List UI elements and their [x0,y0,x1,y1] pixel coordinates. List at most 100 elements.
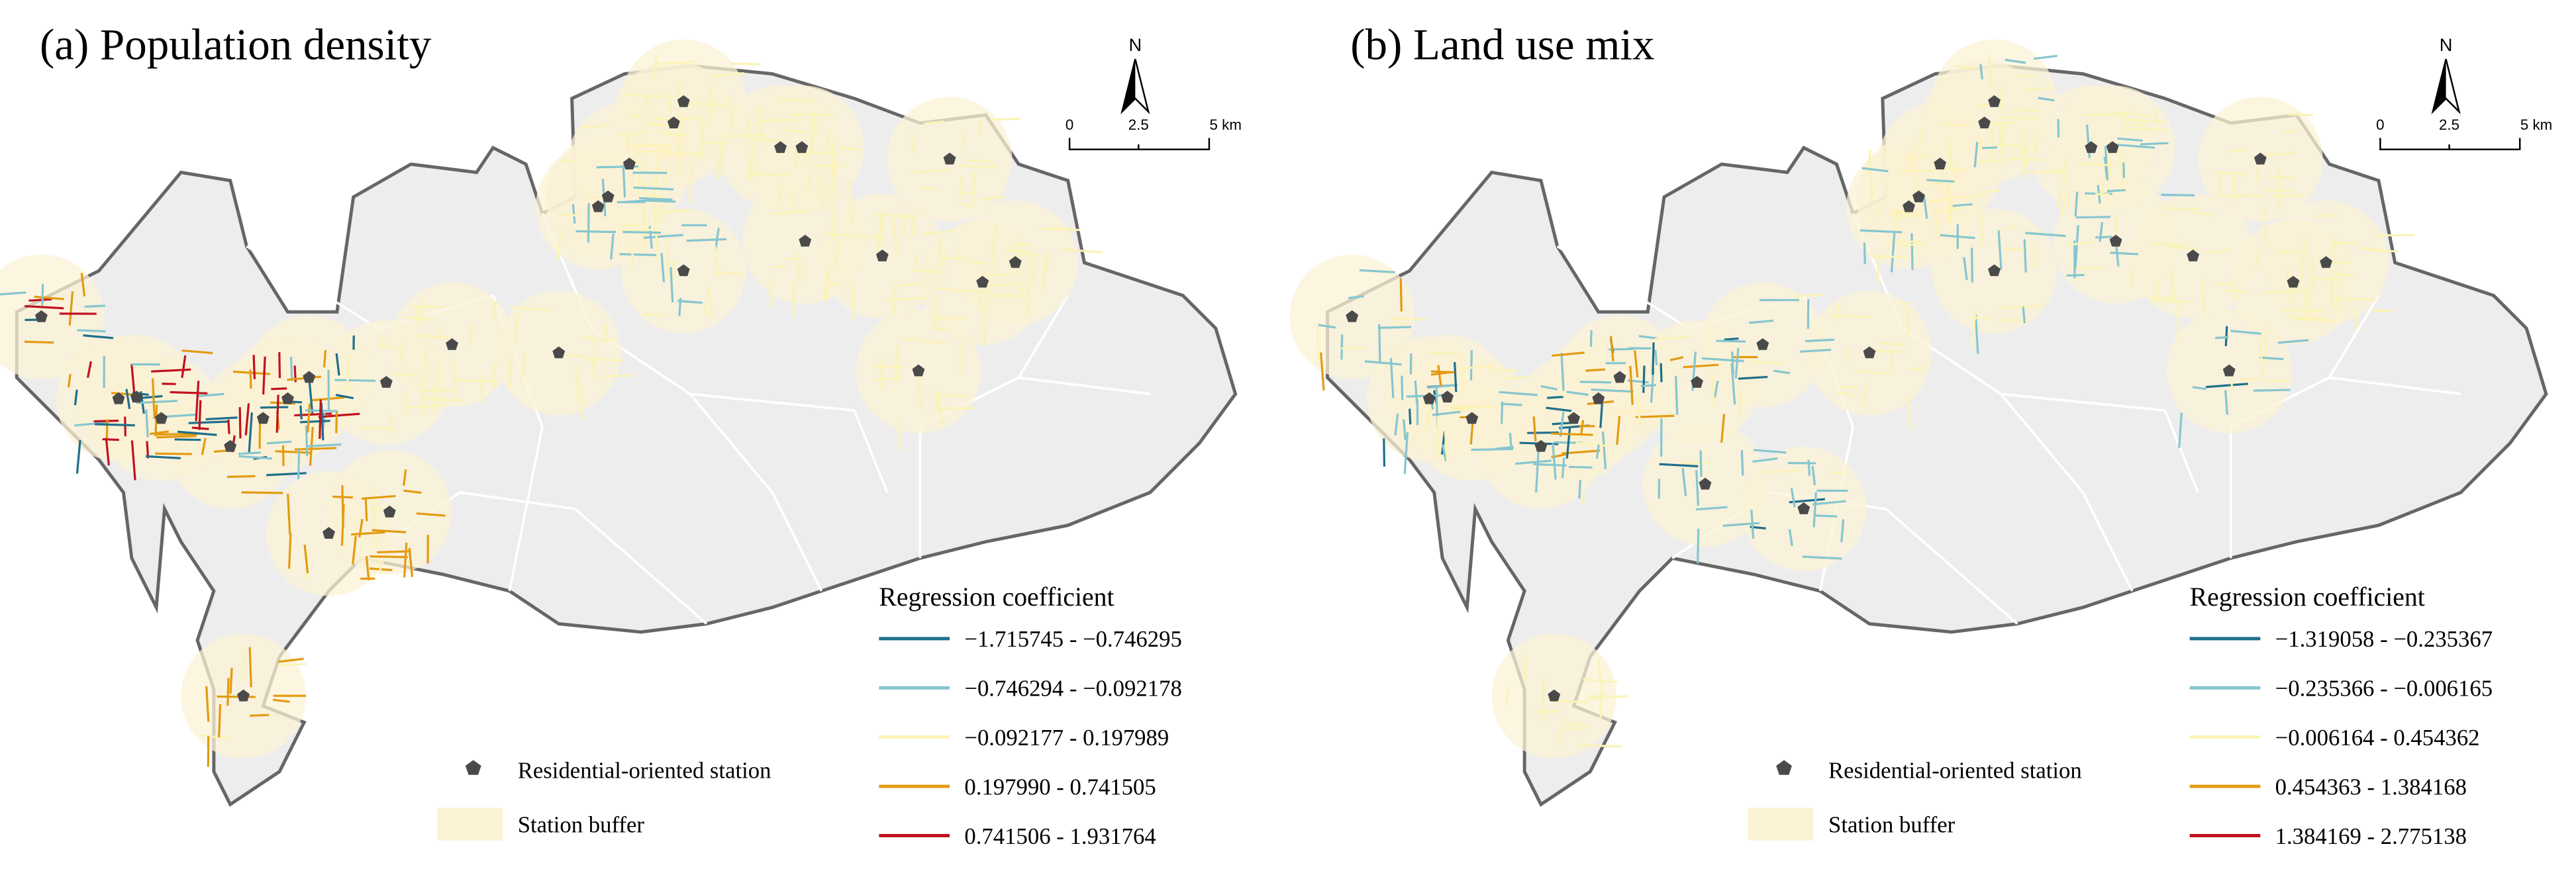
road-segment [199,734,230,740]
road-segment [912,269,946,273]
station-legend-marker [465,760,481,775]
road-segment [146,455,181,459]
road-segment [299,405,303,420]
road-segment [1908,366,1926,371]
station-marker [1988,264,2001,277]
road-segment [520,352,526,382]
road-segment [622,223,642,227]
road-segment [136,400,178,404]
road-segment [308,443,342,447]
road-segment [351,531,385,536]
road-segment [1830,314,1870,318]
road-segment [1499,391,1538,396]
station-marker [2109,234,2122,247]
road-segment [2057,191,2063,208]
road-segment [1460,370,1465,399]
road-segment [1409,408,1412,425]
road-segment [2293,318,2336,322]
road-segment [893,287,897,317]
road-segment [1724,337,1739,341]
road-segment [2280,308,2324,312]
station-marker [774,141,787,154]
road-segment [958,176,964,199]
road-segment [1906,304,1910,340]
station-marker [2106,141,2119,154]
road-segment [924,120,945,125]
station-marker [1592,392,1605,404]
road-segment [1952,203,1973,207]
road-segment [2061,193,2067,216]
road-segment [403,469,407,486]
road-segment [155,452,192,455]
station-marker [552,346,566,359]
road-segment [1971,312,1977,347]
road-segment [509,359,513,388]
road-segment [238,455,272,460]
station-marker [155,412,168,424]
road-segment [303,544,309,574]
road-segment [667,92,673,112]
road-segment [1320,352,1325,391]
road-segment [2332,273,2354,277]
road-segment [1894,207,1899,232]
station-marker [1699,477,1712,490]
road-segment [1378,324,1381,364]
road-segment [575,230,617,234]
road-segment [1812,500,1846,506]
road-segment [571,204,576,224]
station-marker [281,392,294,404]
road-segment [1731,351,1735,375]
road-segment [68,291,74,326]
road-segment [1918,128,1922,151]
road-segment [1005,248,1030,253]
road-segment [437,326,440,340]
road-segment [1863,382,1869,408]
road-segment [922,340,948,344]
road-segment [1546,406,1572,412]
road-segment [2163,207,2201,210]
road-segment [124,416,126,437]
road-segment [920,230,956,235]
road-segment [156,434,197,439]
road-segment [436,364,440,390]
station-marker [601,190,615,203]
road-segment [1020,282,1026,300]
scale-label: 0 [2376,116,2384,133]
road-segment [1695,506,1728,511]
road-segment [961,130,966,148]
road-segment [2154,109,2159,126]
road-segment [2311,257,2314,292]
station-legend-label: Residential-oriented station [518,758,771,784]
road-segment [2205,383,2248,389]
road-segment [2193,211,2212,217]
road-segment [1922,195,1928,219]
road-segment [712,96,716,111]
legend-label: 0.454363 - 1.384168 [2275,774,2467,800]
road-segment [181,349,213,355]
road-segment [703,301,707,316]
road-segment [1811,466,1816,486]
road-segment [2022,148,2028,178]
road-segment [1840,385,1858,389]
road-segment [832,160,836,180]
road-segment [1870,255,1907,259]
road-segment [2115,246,2120,267]
road-segment [893,218,898,255]
road-segment [201,438,207,455]
road-segment [2253,389,2291,392]
road-segment [2118,149,2124,191]
road-segment [241,491,283,494]
road-segment [105,438,110,466]
road-segment [1580,420,1585,434]
road-segment [2205,249,2232,254]
road-segment [266,472,307,477]
road-segment [1377,326,1412,329]
road-segment [2336,271,2341,286]
road-segment [1552,443,1557,480]
road-segment [1949,199,1954,224]
road-segment [1942,123,1971,127]
road-segment [1738,375,1768,380]
road-segment [2075,216,2110,219]
road-segment [752,138,781,142]
road-segment [2298,279,2302,295]
